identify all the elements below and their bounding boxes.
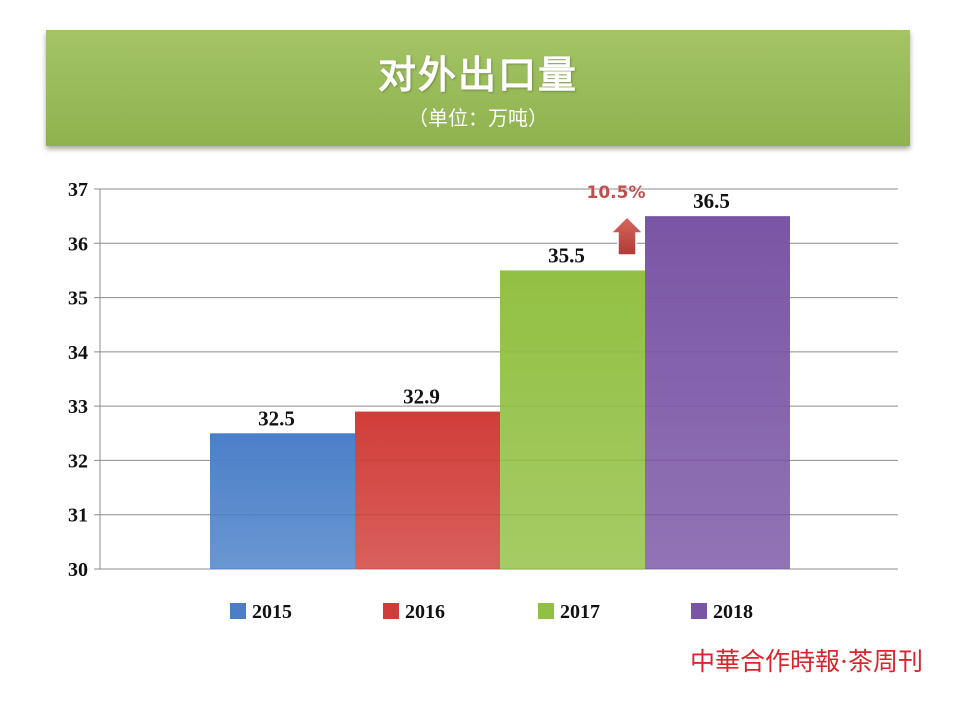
y-tick-label: 31 [68, 505, 88, 527]
y-tick-label: 30 [68, 559, 88, 581]
data-label-2015: 32.5 [258, 406, 295, 430]
growth-arrow-icon [609, 215, 645, 256]
y-tick-label: 37 [68, 179, 88, 201]
bar-2017 [500, 270, 645, 569]
data-label-2016: 32.9 [403, 385, 440, 409]
chart-subtitle: （单位：万吨） [408, 106, 548, 130]
growth-label: 10.5% [587, 183, 646, 203]
legend-swatch-2018 [691, 603, 707, 619]
title-banner: 对外出口量 （单位：万吨） [46, 30, 910, 146]
bar-2018 [645, 216, 790, 569]
chart-title: 对外出口量 [377, 53, 578, 97]
publisher-watermark: 中華合作時報·茶周刊 [690, 647, 923, 676]
legend-label-2015: 2015 [252, 601, 292, 623]
data-label-2018: 36.5 [693, 189, 730, 213]
legend-swatch-2017 [538, 603, 554, 619]
legend-label-2016: 2016 [405, 601, 445, 623]
y-tick-label: 33 [68, 396, 88, 418]
data-label-2017: 35.5 [548, 243, 585, 267]
y-tick-label: 36 [68, 233, 88, 255]
y-tick-label: 35 [68, 288, 88, 310]
legend-swatch-2015 [230, 603, 246, 619]
legend-label-2017: 2017 [560, 601, 600, 623]
y-tick-label: 32 [68, 450, 88, 472]
bar-2016 [355, 411, 500, 569]
bar-2015 [210, 433, 355, 569]
legend-swatch-2016 [383, 603, 399, 619]
y-tick-label: 34 [68, 342, 88, 364]
legend-label-2018: 2018 [713, 601, 753, 623]
